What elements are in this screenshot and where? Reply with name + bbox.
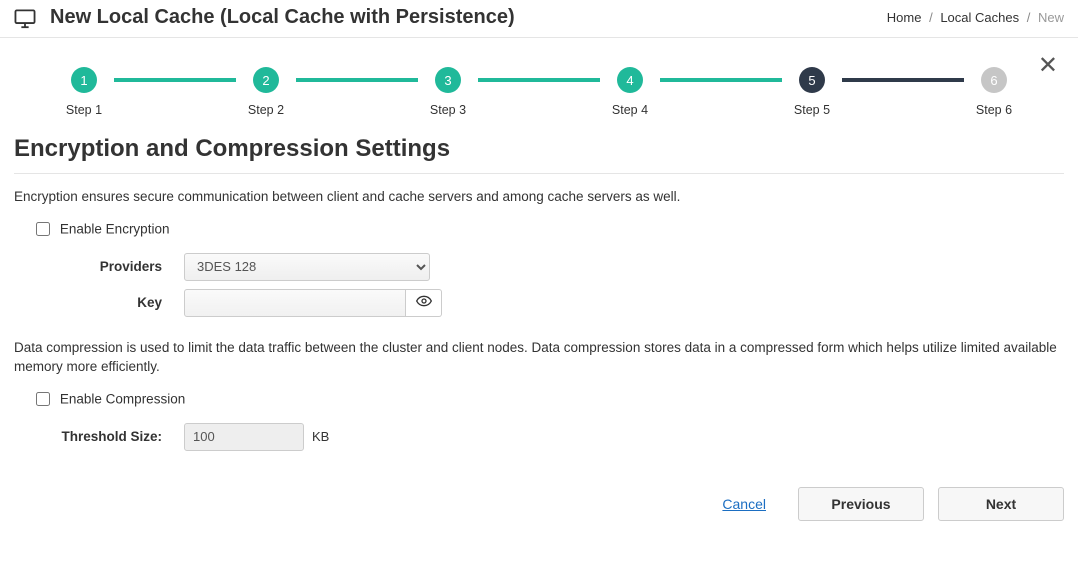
step-circle-icon: 4	[617, 67, 643, 93]
step-node-6[interactable]: 6 Step 6	[964, 67, 1024, 117]
step-node-2[interactable]: 2 Step 2	[236, 67, 296, 117]
wizard-footer: Cancel Previous Next	[0, 473, 1078, 535]
step-circle-icon: 2	[253, 67, 279, 93]
previous-button[interactable]: Previous	[798, 487, 924, 521]
breadcrumb: Home / Local Caches / New	[887, 10, 1064, 25]
providers-select[interactable]: 3DES 128	[184, 253, 430, 281]
step-connector	[478, 78, 600, 82]
step-label: Step 1	[54, 103, 114, 117]
next-button[interactable]: Next	[938, 487, 1064, 521]
enable-encryption-row: Enable Encryption	[32, 219, 1064, 239]
step-connector	[660, 78, 782, 82]
threshold-row: Threshold Size: KB	[14, 423, 1064, 451]
step-connector	[842, 78, 964, 82]
threshold-label: Threshold Size:	[14, 429, 184, 444]
stepper: 1 Step 1 2 Step 2 3 Step 3 4 Step 4 5 Step 5 6 Step…	[14, 67, 1064, 117]
step-node-5[interactable]: 5 Step 5	[782, 67, 842, 117]
monitor-icon	[14, 9, 36, 27]
breadcrumb-current: New	[1038, 10, 1064, 25]
page-title: New Local Cache (Local Cache with Persis…	[50, 6, 515, 29]
eye-icon	[416, 295, 432, 310]
key-row: Key	[14, 289, 1064, 317]
key-label: Key	[14, 295, 184, 310]
enable-compression-checkbox[interactable]	[36, 392, 50, 406]
section-separator	[14, 173, 1064, 174]
step-circle-icon: 5	[799, 67, 825, 93]
step-node-3[interactable]: 3 Step 3	[418, 67, 478, 117]
step-node-4[interactable]: 4 Step 4	[600, 67, 660, 117]
enable-compression-row: Enable Compression	[32, 389, 1064, 409]
reveal-key-button[interactable]	[406, 289, 442, 317]
step-circle-icon: 6	[981, 67, 1007, 93]
step-label: Step 3	[418, 103, 478, 117]
step-connector	[296, 78, 418, 82]
threshold-unit: KB	[312, 429, 329, 444]
page-header: New Local Cache (Local Cache with Persis…	[0, 0, 1078, 38]
section-title: Encryption and Compression Settings	[14, 135, 1064, 163]
step-label: Step 5	[782, 103, 842, 117]
enable-compression-label[interactable]: Enable Compression	[60, 391, 185, 406]
cancel-link[interactable]: Cancel	[722, 496, 766, 512]
step-label: Step 4	[600, 103, 660, 117]
threshold-input[interactable]	[184, 423, 304, 451]
breadcrumb-sep: /	[929, 10, 933, 25]
providers-row: Providers 3DES 128	[14, 253, 1064, 281]
close-icon[interactable]: ✕	[1038, 54, 1058, 78]
enable-encryption-label[interactable]: Enable Encryption	[60, 221, 170, 236]
breadcrumb-home[interactable]: Home	[887, 10, 922, 25]
compression-description: Data compression is used to limit the da…	[14, 339, 1064, 377]
step-connector	[114, 78, 236, 82]
step-label: Step 6	[964, 103, 1024, 117]
step-circle-icon: 3	[435, 67, 461, 93]
encryption-description: Encryption ensures secure communication …	[14, 188, 1064, 207]
step-label: Step 2	[236, 103, 296, 117]
key-input[interactable]	[184, 289, 406, 317]
enable-encryption-checkbox[interactable]	[36, 222, 50, 236]
step-circle-icon: 1	[71, 67, 97, 93]
breadcrumb-sep: /	[1027, 10, 1031, 25]
step-node-1[interactable]: 1 Step 1	[54, 67, 114, 117]
providers-label: Providers	[14, 259, 184, 274]
breadcrumb-local-caches[interactable]: Local Caches	[940, 10, 1019, 25]
wizard-panel: ✕ 1 Step 1 2 Step 2 3 Step 3 4 Step 4 5 Step 5 6 St…	[0, 38, 1078, 473]
